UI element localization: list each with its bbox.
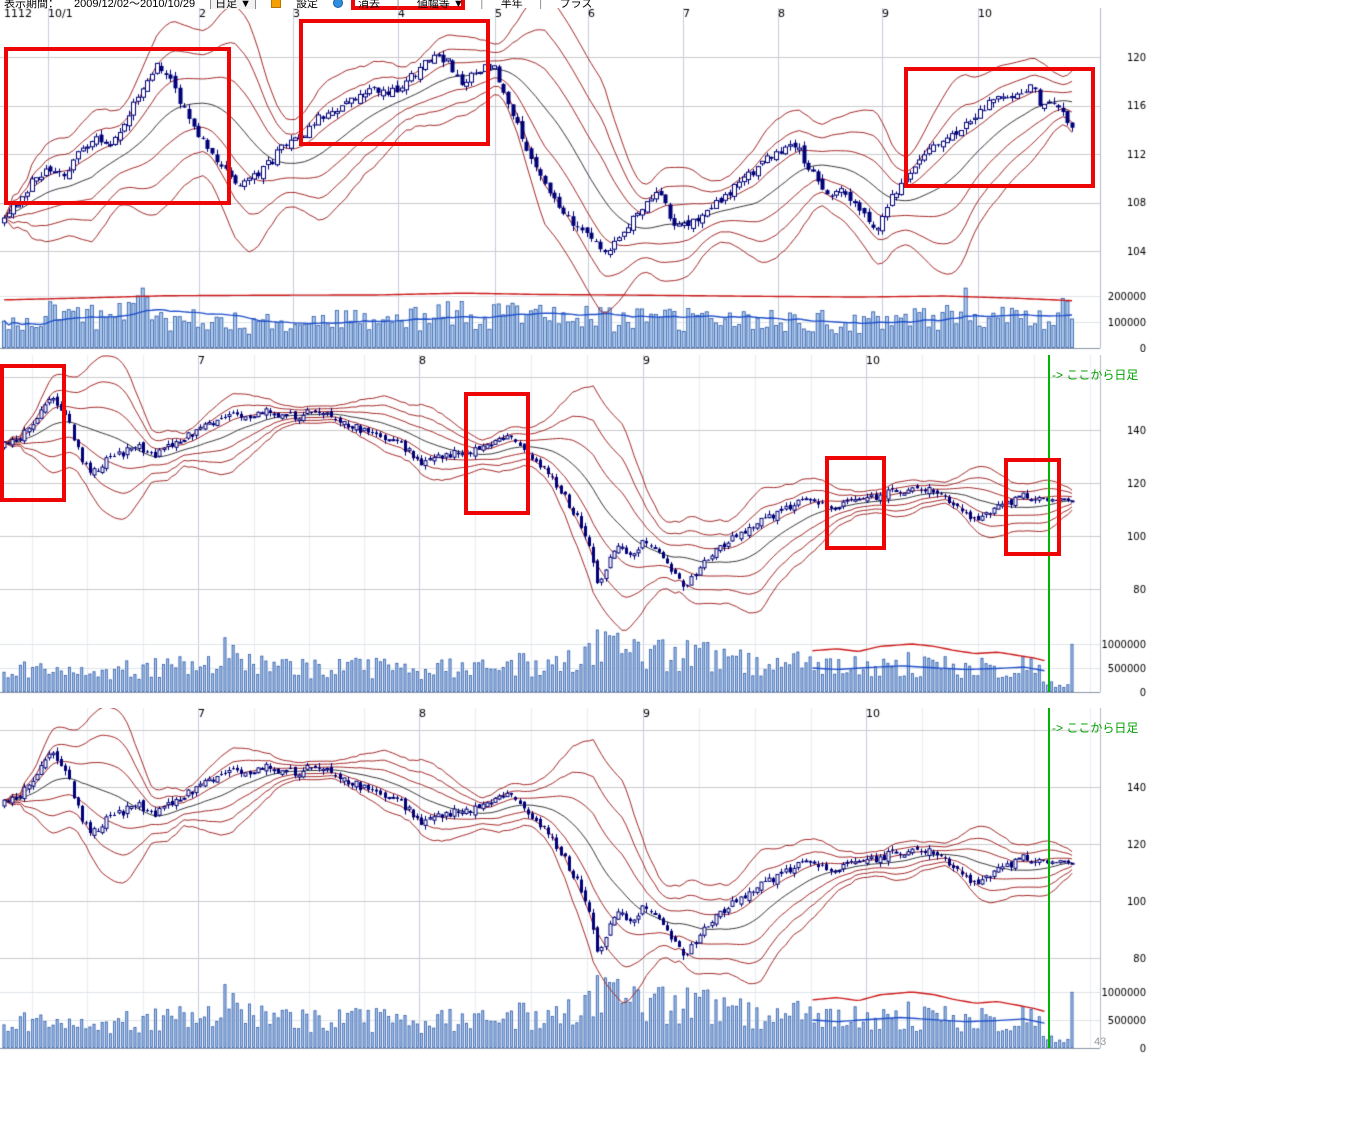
annotation-box [904,67,1095,188]
eraser-icon[interactable] [333,0,344,8]
daily-start-label: -> ここから日足 [1052,721,1139,735]
separator: │ [537,0,545,9]
interval-select[interactable]: 日足 ▼ [210,0,257,9]
annotation-box [825,456,886,550]
separator: │ [395,0,402,9]
count-label: 43 [1094,1036,1107,1048]
daily-chart-panel[interactable] [0,8,1152,352]
annotation-box [4,47,231,205]
intraday-chart-panel-annotated[interactable] [0,355,1152,705]
toolbar-row: 表示期間： 2009/12/02～2010/10/29 日足 ▼ 設定 消去 │ … [4,0,592,9]
daily-start-line [1048,355,1050,692]
separator: │ [478,0,486,9]
period-value: 2009/12/02～2010/10/29 [74,0,196,9]
chevron-down-icon: ▼ [240,0,252,9]
annotation-box [464,392,530,515]
daily-start-line [1048,708,1050,1048]
settings-button[interactable]: 設定 [296,0,319,9]
annotation-box [351,0,465,10]
range-label: 値幅等 [416,0,450,9]
interval-value: 日足 [215,0,238,9]
annotation-box [1004,458,1061,556]
daily-start-label: -> ここから日足 [1052,368,1139,382]
chevron-down-icon: ▼ [453,0,464,9]
toolbar: 表示期間： 2009/12/02～2010/10/29 日足 ▼ 設定 消去 │ … [0,0,1366,9]
erase-button[interactable]: 消去 [358,0,381,9]
period-label: 表示期間： [4,0,59,9]
annotation-box [299,19,490,146]
palette-icon[interactable] [271,0,282,8]
half-year-button[interactable]: 半年 [500,0,523,9]
plus-button[interactable]: プラス [559,0,593,9]
annotation-box [0,364,66,502]
range-select[interactable]: 値幅等 ▼ [417,0,464,9]
intraday-chart-panel[interactable] [0,708,1152,1060]
